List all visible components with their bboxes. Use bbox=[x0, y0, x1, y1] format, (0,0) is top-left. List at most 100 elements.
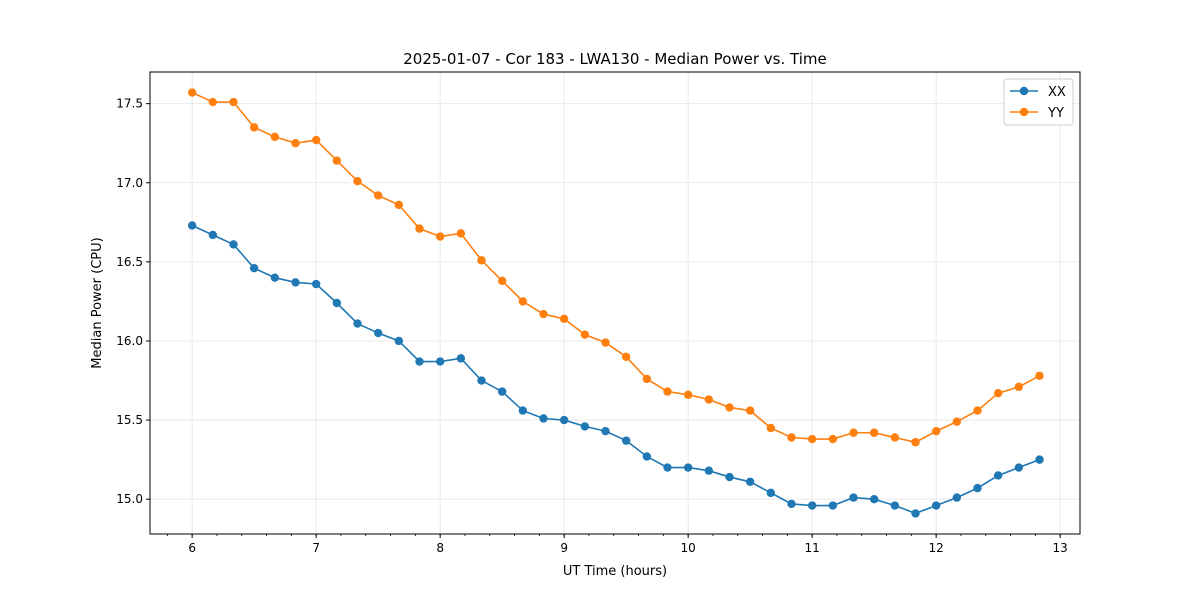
y-tick-label: 16.5 bbox=[116, 255, 143, 269]
data-point-yy bbox=[621, 352, 631, 361]
data-point-xx bbox=[911, 509, 920, 518]
y-tick-label: 15.5 bbox=[116, 413, 143, 427]
y-tick-label: 17.0 bbox=[116, 176, 143, 190]
data-point-yy bbox=[869, 428, 879, 437]
legend-point-marker bbox=[1019, 107, 1029, 117]
data-point-xx bbox=[415, 357, 424, 366]
data-point-yy bbox=[745, 406, 755, 415]
data-point-xx bbox=[704, 466, 714, 475]
data-point-xx bbox=[1014, 463, 1024, 472]
data-point-xx bbox=[601, 426, 610, 436]
data-point-xx bbox=[559, 415, 569, 425]
data-point-yy bbox=[787, 433, 796, 442]
data-point-xx bbox=[869, 494, 879, 504]
legend-label: XX bbox=[1048, 85, 1066, 100]
series-layer bbox=[187, 88, 1044, 518]
data-point-yy bbox=[973, 406, 982, 415]
x-tick-label: 6 bbox=[188, 541, 196, 555]
data-point-xx bbox=[229, 240, 238, 249]
data-point-xx bbox=[849, 493, 858, 502]
data-point-yy bbox=[663, 387, 672, 396]
x-tick-label: 10 bbox=[681, 541, 696, 555]
y-tick-label: 16.0 bbox=[116, 334, 143, 348]
data-point-xx bbox=[311, 279, 321, 289]
x-tick-label: 13 bbox=[1053, 541, 1068, 555]
y-axis-label: Median Power (CPU) bbox=[90, 237, 105, 368]
data-point-yy bbox=[993, 388, 1003, 398]
data-point-yy bbox=[539, 309, 548, 319]
data-point-yy bbox=[828, 434, 838, 444]
axis-ticks: 6 7 8 9 10 11 12 13 15.0 15.5 16.0 16.5 17.0 17.5 bbox=[116, 97, 1068, 555]
data-point-yy bbox=[415, 224, 424, 233]
data-point-xx bbox=[435, 357, 445, 366]
x-tick-label: 8 bbox=[436, 541, 444, 555]
legend-label: YY bbox=[1047, 106, 1064, 121]
legend-item-yy: YY bbox=[1010, 106, 1064, 121]
data-point-yy bbox=[456, 229, 466, 238]
data-point-yy bbox=[187, 88, 197, 97]
data-point-yy bbox=[435, 232, 445, 241]
grid bbox=[150, 72, 1080, 534]
data-point-yy bbox=[580, 330, 590, 339]
x-axis-label: UT Time (hours) bbox=[563, 564, 667, 579]
y-tick-label: 17.5 bbox=[116, 97, 143, 111]
data-point-xx bbox=[208, 230, 218, 240]
data-point-xx bbox=[787, 499, 796, 509]
data-point-xx bbox=[725, 472, 734, 482]
data-point-xx bbox=[931, 501, 941, 510]
data-point-xx bbox=[621, 436, 631, 445]
data-point-xx bbox=[291, 278, 300, 287]
x-tick-label: 12 bbox=[929, 541, 944, 555]
data-point-xx bbox=[477, 376, 486, 385]
data-point-xx bbox=[518, 406, 528, 415]
data-point-yy bbox=[683, 390, 693, 399]
data-point-yy bbox=[704, 395, 714, 404]
x-tick-label: 9 bbox=[560, 541, 568, 555]
data-point-yy bbox=[642, 374, 652, 384]
data-point-xx bbox=[890, 501, 900, 510]
y-tick-label: 15.0 bbox=[116, 492, 143, 506]
series-yy bbox=[187, 88, 1044, 447]
data-point-yy bbox=[601, 338, 610, 347]
data-point-xx bbox=[394, 336, 404, 346]
data-point-yy bbox=[559, 314, 569, 324]
data-point-xx bbox=[828, 501, 838, 510]
data-point-yy bbox=[208, 97, 218, 107]
data-point-yy bbox=[807, 434, 817, 444]
data-point-yy bbox=[373, 191, 383, 200]
data-point-yy bbox=[766, 423, 776, 433]
data-point-xx bbox=[249, 263, 259, 273]
data-point-xx bbox=[373, 328, 383, 338]
data-point-xx bbox=[766, 488, 776, 498]
data-point-xx bbox=[497, 387, 507, 396]
data-point-yy bbox=[270, 132, 280, 142]
data-point-xx bbox=[642, 452, 652, 461]
data-point-yy bbox=[911, 438, 920, 447]
legend: XX YY bbox=[1003, 78, 1074, 126]
data-point-yy bbox=[1035, 371, 1044, 380]
data-point-yy bbox=[497, 276, 507, 286]
data-point-yy bbox=[1014, 382, 1024, 392]
data-point-xx bbox=[270, 273, 280, 282]
data-point-yy bbox=[332, 156, 342, 165]
data-point-xx bbox=[456, 354, 466, 363]
legend-item-xx: XX bbox=[1010, 85, 1066, 100]
data-point-yy bbox=[931, 426, 941, 436]
x-tick-label: 7 bbox=[312, 541, 320, 555]
data-point-xx bbox=[993, 471, 1003, 480]
data-point-xx bbox=[353, 319, 362, 328]
data-point-xx bbox=[1035, 455, 1044, 464]
data-point-yy bbox=[311, 135, 321, 145]
data-point-xx bbox=[580, 422, 590, 431]
data-point-yy bbox=[725, 403, 734, 412]
axes-frame bbox=[149, 71, 1081, 535]
series-xx bbox=[187, 221, 1044, 518]
legend-point-marker bbox=[1019, 86, 1029, 96]
data-point-yy bbox=[518, 297, 528, 306]
data-point-xx bbox=[952, 493, 962, 502]
data-point-yy bbox=[890, 433, 900, 442]
data-point-xx bbox=[745, 477, 755, 486]
data-point-yy bbox=[353, 176, 362, 186]
